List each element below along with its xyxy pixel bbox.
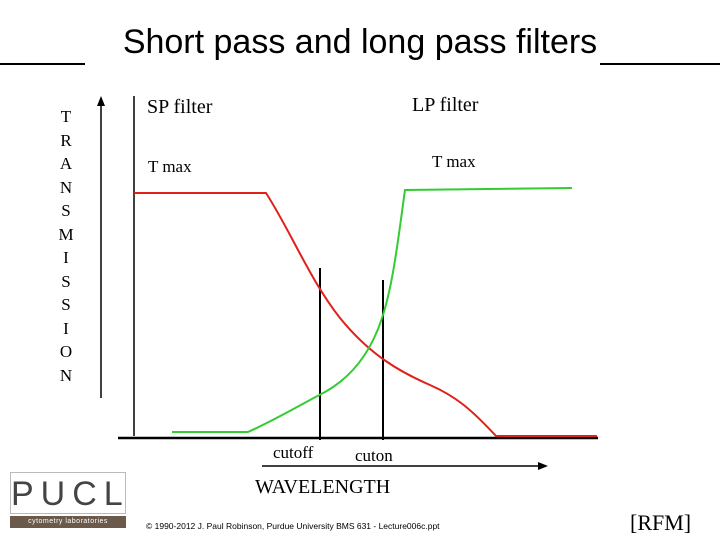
lp-filter-label: LP filter [412,94,479,116]
cutoff-label: cutoff [273,443,314,462]
y-axis-letter: R [60,130,72,150]
lp-tmax-label: T max [432,152,476,171]
y-axis-letter: O [59,342,73,361]
credit-tag: [RFM] [630,510,692,535]
y-axis-letter: N [59,177,73,197]
y-axis-letter: I [63,248,69,267]
copyright-notice: © 1990-2012 J. Paul Robinson, Purdue Uni… [146,521,440,531]
y-axis-letter: M [58,224,74,244]
logo-text: PUCL [11,475,130,513]
logo-subtext: cytometry laboratories [10,516,126,528]
y-axis-arrowhead [97,96,105,106]
y-axis-letter: S [61,295,71,314]
sp-filter-label: SP filter [147,96,213,118]
lp-filter-curve [172,187,573,433]
y-axis-letter: S [61,201,71,220]
y-axis-letter: N [59,365,73,385]
title-underline-right [600,63,720,65]
sp-filter-curve [134,192,597,437]
sp-tmax-label: T max [148,157,192,176]
y-axis-letter: I [63,318,69,338]
title-underline-left [0,63,85,65]
page-title: Short pass and long pass filters [122,23,598,61]
logo-box: PUCL [10,472,126,514]
y-axis-letter: T [60,107,72,126]
x-axis-label: WAVELENGTH [255,476,391,498]
cuton-label: cuton [355,446,393,465]
pucl-logo: PUCL cytometry laboratories [10,472,126,528]
x-axis-arrowhead [538,462,548,470]
y-axis-letter: S [61,271,71,291]
y-axis-letter: A [59,154,73,173]
